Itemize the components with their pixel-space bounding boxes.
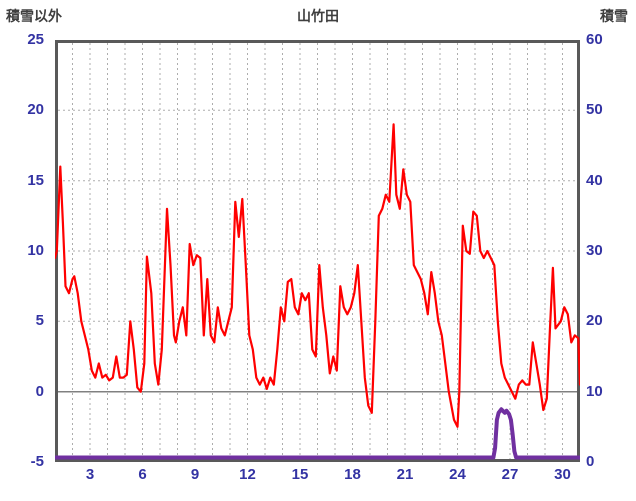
left-axis-title: 積雪以外: [6, 8, 62, 24]
x-tick-label: 24: [449, 466, 466, 483]
x-tick-label: 21: [396, 466, 414, 483]
y-right-tick-label: 20: [586, 312, 603, 330]
y-right-tick-label: 40: [586, 171, 603, 189]
plot-area: [55, 40, 580, 462]
y-right-tick-label: 50: [586, 101, 603, 119]
x-tick-label: 9: [190, 466, 200, 483]
x-tick-label: 3: [85, 466, 95, 483]
x-tick-label: 30: [554, 466, 571, 483]
x-tick-label: 18: [344, 466, 361, 483]
x-tick-label: 27: [501, 466, 519, 483]
y-left-tick-label: 0: [35, 382, 44, 400]
chart-title: 山竹田: [297, 8, 339, 24]
y-right-tick-label: 30: [586, 242, 603, 259]
y-left-tick-label: 15: [27, 171, 44, 189]
right-axis-title: 積雪: [600, 8, 628, 24]
y-left-tick-label: 25: [27, 31, 44, 48]
y-left-tick-label: 10: [27, 242, 44, 259]
series-snow-line: [55, 407, 580, 460]
y-right-tick-label: 10: [586, 382, 603, 400]
x-tick-label: 15: [291, 466, 309, 483]
y-right-tick-label: 0: [586, 453, 595, 470]
y-right-tick-label: 60: [586, 31, 603, 48]
y-left-tick-label: 20: [27, 101, 44, 119]
x-tick-label: 12: [239, 466, 256, 483]
y-left-tick-label: -5: [30, 453, 44, 470]
x-tick-label: 6: [138, 466, 147, 483]
y-left-tick-label: 5: [35, 312, 44, 330]
series-temperature-line: [55, 123, 580, 428]
